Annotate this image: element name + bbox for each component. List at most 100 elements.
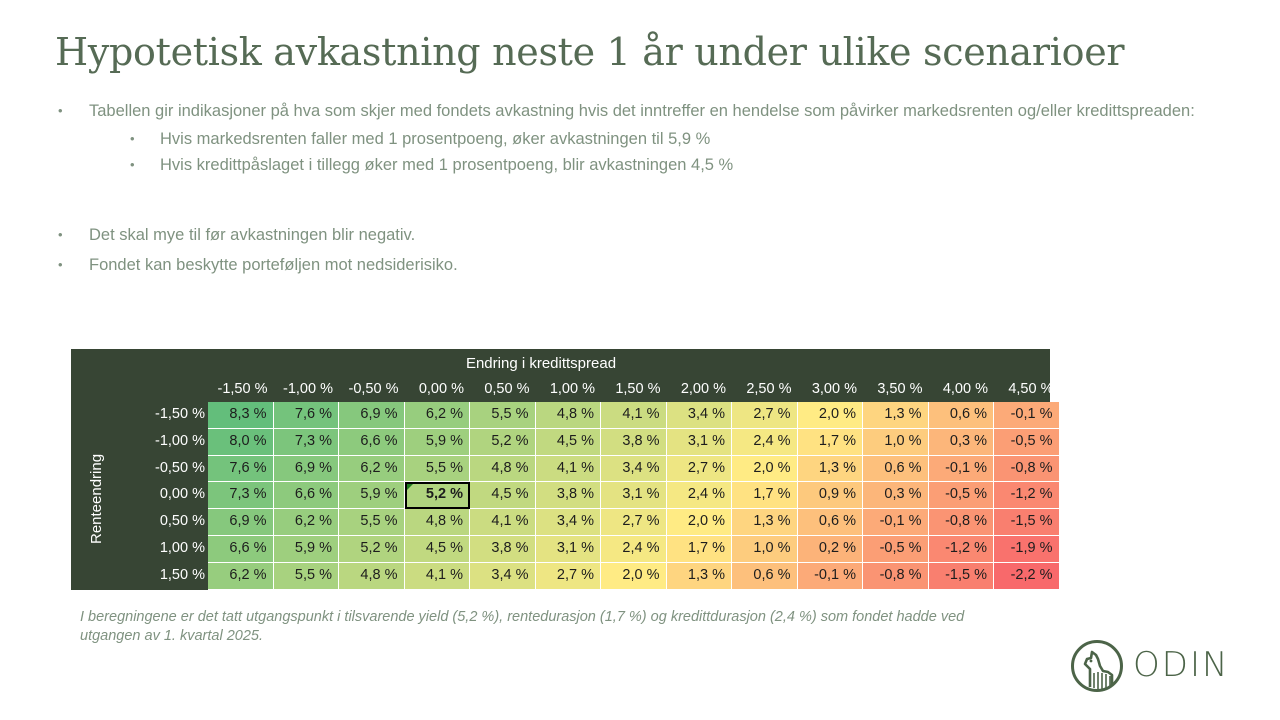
- heatmap-cell: 6,6 %: [339, 428, 405, 456]
- heatmap-cell: 3,1 %: [535, 536, 601, 563]
- heatmap-cell: 6,2 %: [208, 562, 274, 590]
- heatmap-cell: 6,9 %: [273, 455, 339, 483]
- column-header: 4,00 %: [942, 381, 988, 397]
- heatmap-cell: 7,3 %: [273, 428, 339, 456]
- row-header: -0,50 %: [155, 459, 205, 476]
- bullet-item: • Fondet kan beskytte porteføljen mot ned…: [58, 255, 1228, 275]
- heatmap-cell: 0,6 %: [928, 402, 994, 429]
- heatmap-cell: 2,7 %: [666, 455, 732, 483]
- column-header: 3,00 %: [811, 381, 857, 397]
- heatmap-cell: 1,0 %: [863, 428, 929, 456]
- bullet-text: Tabellen gir indikasjoner på hva som skj…: [89, 102, 1195, 120]
- column-header: 0,50 %: [484, 381, 530, 397]
- heatmap-cell: -1,2 %: [994, 482, 1060, 510]
- heatmap-cell: 0,6 %: [732, 562, 798, 590]
- bullet-item: • Hvis kredittpåslaget i tillegg øker med…: [58, 155, 1228, 175]
- logo-text: ODIN: [1133, 645, 1230, 685]
- heatmap-cell: 4,5 %: [404, 536, 470, 563]
- heatmap-cell: 6,6 %: [273, 482, 339, 510]
- bullet-dot-icon: •: [130, 157, 135, 172]
- heatmap-cell: 5,5 %: [470, 402, 536, 429]
- heatmap-cell: 5,9 %: [404, 428, 470, 456]
- heatmap-cell: 1,0 %: [732, 536, 798, 563]
- column-header: 4,50 %: [1008, 381, 1054, 397]
- odin-horse-emblem-icon: [1071, 640, 1123, 692]
- bullet-text: Fondet kan beskytte porteføljen mot neds…: [89, 256, 458, 274]
- heatmap-cell: 0,3 %: [928, 428, 994, 456]
- bullet-text: Hvis markedsrenten faller med 1 prosentp…: [160, 130, 711, 148]
- heatmap-cell: -0,5 %: [928, 482, 994, 510]
- heatmap-cell: 6,9 %: [208, 509, 274, 536]
- heatmap-cell: 3,4 %: [666, 402, 732, 429]
- heatmap-cell: 3,8 %: [601, 428, 667, 456]
- heatmap-cell: 7,6 %: [273, 402, 339, 429]
- heatmap-cell: 4,5 %: [470, 482, 536, 510]
- heatmap-cell: 0,3 %: [863, 482, 929, 510]
- footnote: I beregningene er det tatt utgangspunkt …: [80, 609, 965, 644]
- heatmap-cell: 1,3 %: [666, 562, 732, 590]
- heatmap-cell: -2,2 %: [994, 562, 1060, 590]
- heatmap-cell: 4,5 %: [535, 428, 601, 456]
- bullet-item: • Hvis markedsrenten faller med 1 prosent…: [58, 129, 1228, 149]
- heatmap-cell: 7,6 %: [208, 455, 274, 483]
- heatmap-cell: 4,1 %: [535, 455, 601, 483]
- heatmap-cell: 6,9 %: [339, 402, 405, 429]
- bullet-text: Hvis kredittpåslaget i tillegg øker med …: [160, 156, 734, 174]
- heatmap-cell: -0,5 %: [863, 536, 929, 563]
- heatmap-cell: 3,4 %: [535, 509, 601, 536]
- heatmap-cell: 4,8 %: [535, 402, 601, 429]
- odin-logo: ODIN: [1070, 639, 1230, 695]
- heatmap-cell: 5,5 %: [404, 455, 470, 483]
- bullet-item: • Tabellen gir indikasjoner på hva som sk…: [58, 101, 1228, 121]
- column-axis-title: Endring i kredittspread: [465, 355, 617, 372]
- heatmap-cell: 2,0 %: [601, 562, 667, 590]
- column-header: -1,00 %: [283, 381, 333, 397]
- heatmap-cell: 1,3 %: [732, 509, 798, 536]
- heatmap-cell: 5,2 %: [470, 428, 536, 456]
- heatmap-cell: -0,1 %: [797, 562, 863, 590]
- heatmap-cell: 3,1 %: [666, 428, 732, 456]
- heatmap-cell: 1,3 %: [863, 402, 929, 429]
- heatmap-cell: 2,4 %: [666, 482, 732, 510]
- heatmap-cell: -0,8 %: [863, 562, 929, 590]
- heatmap-cell: 2,0 %: [666, 509, 732, 536]
- heatmap-cell: 3,8 %: [535, 482, 601, 510]
- heatmap-cell: 1,7 %: [797, 428, 863, 456]
- heatmap-cell: 3,8 %: [470, 536, 536, 563]
- heatmap-cell: 2,4 %: [601, 536, 667, 563]
- bullet-dot-icon: •: [58, 103, 63, 118]
- heatmap-cell: 5,2 %: [339, 536, 405, 563]
- row-header: -1,00 %: [155, 432, 205, 449]
- slide-title: Hypotetisk avkastning neste 1 år under u…: [55, 30, 1125, 74]
- scenario-heatmap-table: Endring i kredittspread Renteendring -1,…: [71, 349, 1060, 590]
- heatmap-cell: 4,8 %: [339, 562, 405, 590]
- heatmap-cell: 3,4 %: [470, 562, 536, 590]
- bullet-list: • Tabellen gir indikasjoner på hva som sk…: [58, 101, 1228, 275]
- row-axis-title: Renteendring: [88, 453, 105, 544]
- bullet-dot-icon: •: [58, 227, 63, 242]
- column-header: 3,50 %: [877, 381, 923, 397]
- column-header: 1,50 %: [615, 381, 661, 397]
- heatmap-cell: -1,5 %: [928, 562, 994, 590]
- heatmap-cell: 5,2 %: [404, 482, 470, 510]
- heatmap-cell: 0,6 %: [863, 455, 929, 483]
- row-header: -1,50 %: [155, 406, 205, 422]
- heatmap-cell: -0,1 %: [994, 402, 1060, 429]
- heatmap-cell: 5,9 %: [339, 482, 405, 510]
- heatmap-cell: 2,7 %: [732, 402, 798, 429]
- heatmap-cell: 7,3 %: [208, 482, 274, 510]
- heatmap-cell: 2,7 %: [535, 562, 601, 590]
- heatmap-cell: -0,5 %: [994, 428, 1060, 456]
- heatmap-cell: -0,8 %: [928, 509, 994, 536]
- heatmap-cell: -0,8 %: [994, 455, 1060, 483]
- bullet-item: • Det skal mye til før avkastningen blir …: [58, 225, 1228, 245]
- heatmap-cell: 0,2 %: [797, 536, 863, 563]
- heatmap-cell: 0,9 %: [797, 482, 863, 510]
- column-header: -1,50 %: [217, 381, 268, 397]
- heatmap-cell: 8,0 %: [208, 428, 274, 456]
- heatmap-cell: 6,2 %: [404, 402, 470, 429]
- heatmap-cell: 6,2 %: [273, 509, 339, 536]
- heatmap-cell: 2,4 %: [732, 428, 798, 456]
- heatmap-cell: 4,1 %: [404, 562, 470, 590]
- row-header: 0,00 %: [159, 486, 205, 503]
